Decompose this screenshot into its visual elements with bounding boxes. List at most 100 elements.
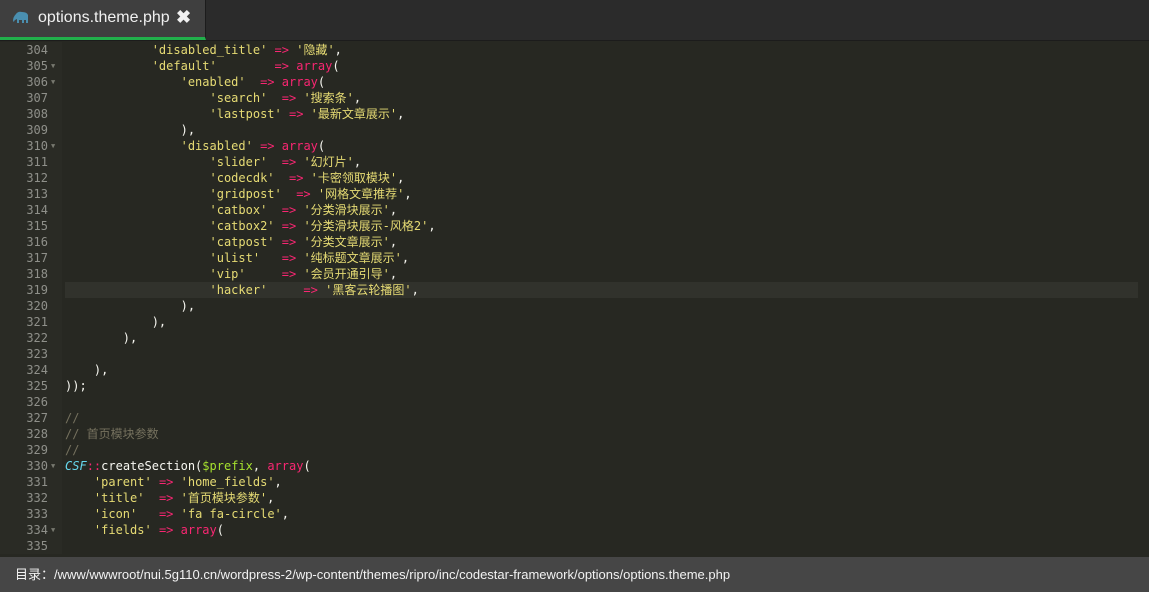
code-line[interactable]: 329 // — [0, 442, 1149, 458]
code-text: 'default' => array( — [65, 58, 1138, 74]
plain-token: ), — [151, 315, 167, 329]
operator-token: => — [281, 219, 297, 233]
code-line[interactable]: 322 ), — [0, 330, 1149, 346]
line-gutter: 313 — [0, 186, 62, 202]
operator-token: => — [281, 267, 297, 281]
string-token: '会员开通引导' — [303, 267, 390, 281]
directory-label: 目录： — [15, 567, 55, 582]
plain-token — [65, 315, 152, 329]
code-line[interactable]: 323 — [0, 346, 1149, 362]
plain-token — [246, 267, 282, 281]
comment-token: // 首页模块参数 — [65, 427, 159, 441]
plain-token — [65, 123, 181, 137]
code-line[interactable]: 321 ), — [0, 314, 1149, 330]
line-gutter: 315 — [0, 218, 62, 234]
code-line[interactable]: 328 // 首页模块参数 — [0, 426, 1149, 442]
code-line[interactable]: 305 ▼ 'default' => array( — [0, 58, 1149, 74]
code-line[interactable]: 330 ▼ CSF::createSection($prefix, array( — [0, 458, 1149, 474]
code-line[interactable]: 334 ▼ 'fields' => array( — [0, 522, 1149, 538]
close-icon[interactable]: ✖ — [176, 7, 192, 27]
code-text: 'codecdk' => '卡密领取模块', — [65, 170, 1138, 186]
string-token: '纯标题文章展示' — [303, 251, 402, 265]
code-line[interactable]: 309 ), — [0, 122, 1149, 138]
code-line[interactable]: 306 ▼ 'enabled' => array( — [0, 74, 1149, 90]
plain-token: , — [252, 459, 268, 473]
code-line[interactable]: 307 'search' => '搜索条', — [0, 90, 1149, 106]
line-number: 333 — [26, 507, 48, 521]
line-gutter: 319 — [0, 282, 62, 298]
line-number: 320 — [26, 299, 48, 313]
code-text: ), — [65, 330, 1138, 346]
code-text: 'disabled_title' => '隐藏', — [65, 42, 1138, 58]
code-line[interactable]: 316 'catpost' => '分类文章展示', — [0, 234, 1149, 250]
line-number: 316 — [26, 235, 48, 249]
code-line[interactable]: 335 — [0, 538, 1149, 554]
code-editor[interactable]: 304 'disabled_title' => '隐藏', 305 ▼ 'defau… — [0, 41, 1149, 557]
string-token: '搜索条' — [303, 91, 354, 105]
plain-token: ), — [180, 299, 196, 313]
status-bar: 目录：/www/wwwroot/nui.5g110.cn/wordpress-2… — [0, 557, 1149, 592]
fold-arrow-icon[interactable]: ▼ — [51, 142, 56, 150]
fold-arrow-icon[interactable]: ▼ — [51, 462, 56, 470]
tab-options-theme-php[interactable]: options.theme.php ✖ — [0, 0, 206, 40]
fold-arrow-icon[interactable]: ▼ — [51, 62, 56, 70]
code-line[interactable]: 315 'catbox2' => '分类滑块展示-风格2', — [0, 218, 1149, 234]
code-text: 'hacker' => '黑客云轮播图', — [65, 282, 1138, 298]
code-line[interactable]: 331 'parent' => 'home_fields', — [0, 474, 1149, 490]
code-text: 'disabled' => array( — [65, 138, 1138, 154]
line-number: 317 — [26, 251, 48, 265]
line-gutter: 332 — [0, 490, 62, 506]
plain-token — [173, 491, 180, 505]
fold-arrow-icon[interactable]: ▼ — [51, 78, 56, 86]
operator-token: => — [281, 91, 297, 105]
line-gutter: 304 — [0, 42, 62, 58]
string-token: '分类滑块展示-风格2' — [303, 219, 429, 233]
code-line[interactable]: 325)); — [0, 378, 1149, 394]
code-text: ), — [65, 362, 1138, 378]
plain-token: ), — [180, 123, 196, 137]
code-line[interactable]: 310 ▼ 'disabled' => array( — [0, 138, 1149, 154]
plain-token: , — [389, 235, 398, 249]
line-number: 315 — [26, 219, 48, 233]
code-line[interactable]: 324 ), — [0, 362, 1149, 378]
line-number: 326 — [26, 395, 48, 409]
line-gutter: 317 — [0, 250, 62, 266]
line-number: 305 — [26, 59, 48, 73]
code-line[interactable]: 320 ), — [0, 298, 1149, 314]
code-line[interactable]: 304 'disabled_title' => '隐藏', — [0, 42, 1149, 58]
fold-arrow-icon[interactable]: ▼ — [51, 526, 56, 534]
code-line[interactable]: 327 // — [0, 410, 1149, 426]
line-number: 325 — [26, 379, 48, 393]
code-line[interactable]: 317 'ulist' => '纯标题文章展示', — [0, 250, 1149, 266]
operator-token: => — [260, 139, 275, 153]
code-line[interactable]: 318 'vip' => '会员开通引导', — [0, 266, 1149, 282]
plain-token — [267, 91, 281, 105]
code-line[interactable]: 326 — [0, 394, 1149, 410]
line-gutter: 307 — [0, 90, 62, 106]
code-line[interactable]: 314 'catbox' => '分类滑块展示', — [0, 202, 1149, 218]
line-gutter: 326 — [0, 394, 62, 410]
plain-token — [282, 107, 289, 121]
line-number: 324 — [26, 363, 48, 377]
code-line[interactable]: 332 'title' => '首页模块参数', — [0, 490, 1149, 506]
code-line[interactable]: 311 'slider' => '幻灯片', — [0, 154, 1149, 170]
code-text: // — [65, 442, 1138, 458]
file-path: /www/wwwroot/nui.5g110.cn/wordpress-2/wp… — [54, 567, 731, 582]
plain-token — [260, 251, 282, 265]
code-line[interactable]: 312 'codecdk' => '卡密领取模块', — [0, 170, 1149, 186]
line-gutter: 309 — [0, 122, 62, 138]
class-token: CSF — [65, 459, 87, 473]
code-line[interactable]: 333 'icon' => 'fa fa-circle', — [0, 506, 1149, 522]
code-text: CSF::createSection($prefix, array( — [65, 458, 1138, 474]
code-line[interactable]: 308 'lastpost' => '最新文章展示', — [0, 106, 1149, 122]
code-line[interactable]: 319 'hacker' => '黑客云轮播图', — [0, 282, 1149, 298]
code-text: 'gridpost' => '网格文章推荐', — [65, 186, 1138, 202]
string-token: 'ulist' — [209, 251, 261, 265]
plain-token — [173, 507, 180, 521]
code-text: ), — [65, 122, 1138, 138]
code-line[interactable]: 313 'gridpost' => '网格文章推荐', — [0, 186, 1149, 202]
comment-token: // — [65, 443, 80, 457]
string-token: 'catbox' — [209, 203, 268, 217]
code-text — [65, 394, 1138, 410]
plain-token: , — [353, 155, 362, 169]
